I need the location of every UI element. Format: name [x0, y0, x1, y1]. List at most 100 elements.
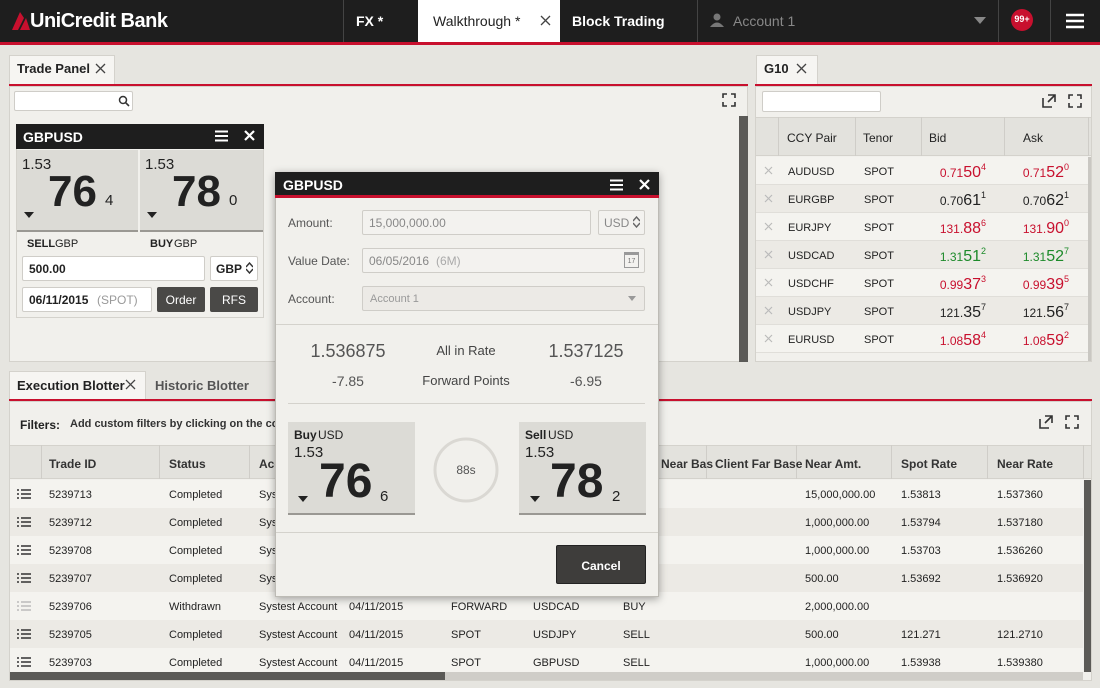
search-input[interactable] [762, 91, 881, 112]
price-cell: 121.567 [999, 302, 1069, 322]
table-cell: Systest Account [259, 601, 337, 613]
scrollbar-thumb[interactable] [10, 672, 445, 681]
table-cell: SELL [623, 657, 650, 669]
tile-close-icon[interactable] [244, 130, 255, 141]
close-icon[interactable] [796, 63, 807, 74]
price-pips: 59 [1046, 332, 1064, 349]
table-cell: SPOT [451, 657, 481, 669]
price-fraction: 7 [1064, 302, 1069, 312]
table-cell: 5239703 [49, 657, 92, 669]
row-menu-icon [17, 517, 31, 527]
price-fraction: 0 [1064, 218, 1069, 228]
menu-icon[interactable] [1066, 13, 1084, 29]
search-icon [118, 95, 130, 107]
separator [1050, 0, 1051, 42]
remove-icon [764, 194, 773, 203]
scrollbar[interactable] [739, 116, 748, 362]
date-value: 06/05/2016 [369, 255, 429, 267]
price-big-figure: 131. [1023, 222, 1046, 236]
price-pips: 37 [963, 276, 981, 293]
price-fraction: 1 [981, 190, 986, 200]
order-button[interactable]: Order [157, 287, 205, 312]
fwd-ask: -6.95 [536, 374, 636, 388]
price-fraction: 5 [1064, 274, 1069, 284]
close-icon[interactable] [540, 15, 551, 26]
price-big-figure: 0.70 [940, 194, 963, 208]
price-pips: 56 [1046, 304, 1064, 321]
price-fraction: 4 [981, 330, 986, 340]
price-fraction: 4 [105, 193, 113, 208]
maximize-icon[interactable] [722, 93, 736, 107]
table-cell: 121.2710 [997, 629, 1043, 641]
close-icon[interactable] [95, 63, 106, 74]
price-cell: 0.70621 [999, 190, 1069, 210]
close-icon[interactable] [125, 379, 136, 390]
tile-menu-icon[interactable] [215, 130, 228, 142]
dialog-close-icon[interactable] [639, 179, 650, 190]
price-big-figure: 0.71 [940, 166, 963, 180]
maximize-icon [1068, 94, 1082, 108]
price-cell: 1.31527 [999, 246, 1069, 266]
table-cell: 04/11/2015 [349, 657, 403, 669]
price-arrow [147, 212, 157, 218]
column-separator [1088, 117, 1089, 156]
sell-ccy: GBP [55, 239, 78, 250]
badge-count: 99+ [1011, 15, 1033, 24]
panel-tab-label[interactable]: Trade Panel [17, 62, 90, 75]
fwd-bid: -7.85 [298, 374, 398, 388]
column-header: Status [169, 457, 206, 471]
timer-text: 88s [432, 464, 500, 476]
panel-tab-label[interactable]: G10 [764, 62, 789, 75]
price-big-figure: 1.53 [22, 157, 51, 172]
panel-tab-label[interactable]: Historic Blotter [155, 379, 249, 392]
table-cell: 1.53938 [901, 657, 941, 669]
column-header: Near Rate [997, 457, 1053, 471]
column-header: Spot Rate [901, 457, 957, 471]
table-cell: Completed [169, 517, 222, 529]
price-cell: 121.357 [916, 302, 986, 322]
filters-hint: Add custom filters by clicking on the co… [70, 418, 288, 430]
popout-icon [1042, 94, 1056, 108]
nav-tab[interactable]: Walkthrough * [433, 14, 520, 28]
table-cell: FORWARD [451, 601, 507, 613]
tenor: SPOT [864, 306, 894, 318]
table-cell: Completed [169, 629, 222, 641]
row-menu-icon [17, 573, 31, 583]
column-separator [41, 445, 42, 479]
price-fraction: 2 [1064, 330, 1069, 340]
nav-tab[interactable]: Block Trading [572, 14, 665, 28]
field-label: Account: [288, 293, 335, 305]
logo-icon [10, 10, 32, 32]
scrollbar-vertical[interactable] [1084, 480, 1092, 672]
table-cell: 500.00 [805, 629, 839, 641]
side-label: Sell [525, 429, 546, 441]
table-cell: 1,000,000.00 [805, 657, 869, 669]
nav-tab[interactable]: FX * [356, 14, 383, 28]
remove-icon [764, 278, 773, 287]
tenor: SPOT [864, 250, 894, 262]
column-separator [855, 117, 856, 156]
ccy-pair: USDJPY [788, 306, 831, 318]
divider [288, 403, 645, 404]
column-separator [1083, 445, 1084, 479]
panel-tab-label[interactable]: Execution Blotter [17, 379, 125, 392]
search-input[interactable] [14, 91, 133, 111]
account-select[interactable]: Account 1 [733, 14, 795, 28]
field-label: Value Date: [288, 255, 350, 267]
price-cell: 1.31512 [916, 246, 986, 266]
table-cell: 15,000,000.00 [805, 489, 875, 501]
price-fraction: 7 [1064, 246, 1069, 256]
row-menu-icon [17, 657, 31, 667]
price-arrow [298, 496, 308, 502]
price-pips: 52 [1046, 248, 1064, 265]
column-separator [987, 445, 988, 479]
logo: UniCredit Bank [30, 11, 167, 31]
buy-ccy: GBP [174, 239, 197, 250]
table-cell: 1.536920 [997, 573, 1043, 585]
price-cell: 0.99395 [999, 274, 1069, 294]
rfs-button[interactable]: RFS [210, 287, 258, 312]
column-header: Near Bas [661, 457, 713, 471]
cancel-button[interactable]: Cancel [556, 545, 646, 584]
dialog-menu-icon[interactable] [610, 179, 623, 191]
